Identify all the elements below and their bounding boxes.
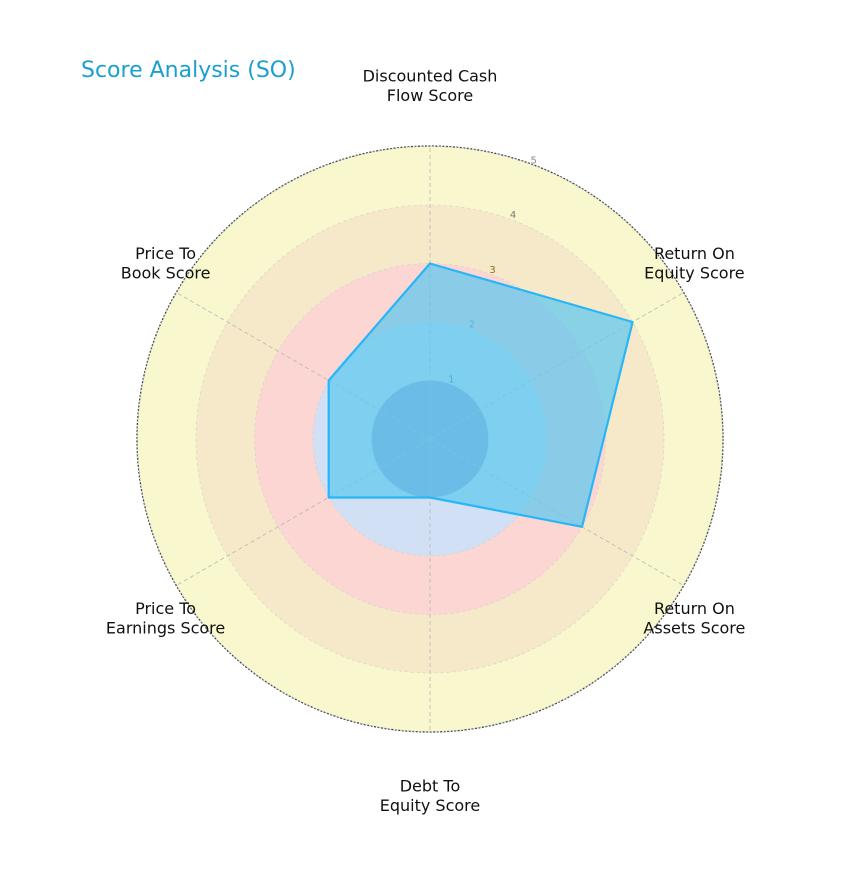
category-label-line: Equity Score <box>644 263 745 282</box>
radial-tick-label: 5 <box>531 155 537 166</box>
chart-title: Score Analysis (SO) <box>81 58 296 83</box>
category-label: Price To Earnings Score <box>106 599 225 637</box>
category-label: Price To Book Score <box>121 244 211 282</box>
outer-border <box>136 145 724 733</box>
category-label-line: Book Score <box>121 263 211 282</box>
category-label-line: Equity Score <box>380 796 481 815</box>
category-label-line: Price To <box>135 599 196 618</box>
grid-ring <box>195 204 665 674</box>
category-label-line: Flow Score <box>387 86 473 105</box>
category-label: Debt To Equity Score <box>380 777 481 815</box>
radial-tick-label: 3 <box>489 265 495 276</box>
category-label: Return On Equity Score <box>644 244 745 282</box>
category-label-line: Price To <box>135 244 196 263</box>
category-label-line: Discounted Cash <box>363 67 498 86</box>
radial-tick-label: 4 <box>510 210 516 221</box>
series-polygon <box>327 262 634 528</box>
category-label-line: Earnings Score <box>106 618 225 637</box>
category-label-line: Return On <box>654 244 735 263</box>
category-label: Discounted Cash Flow Score <box>363 67 498 105</box>
grid-ring <box>254 263 606 615</box>
category-label: Return On Assets Score <box>643 599 745 637</box>
category-label-line: Assets Score <box>643 618 745 637</box>
category-label-line: Return On <box>654 599 735 618</box>
series-polygon-layer <box>327 262 634 528</box>
category-label-line: Debt To <box>400 777 461 796</box>
grid-ring <box>137 146 723 732</box>
